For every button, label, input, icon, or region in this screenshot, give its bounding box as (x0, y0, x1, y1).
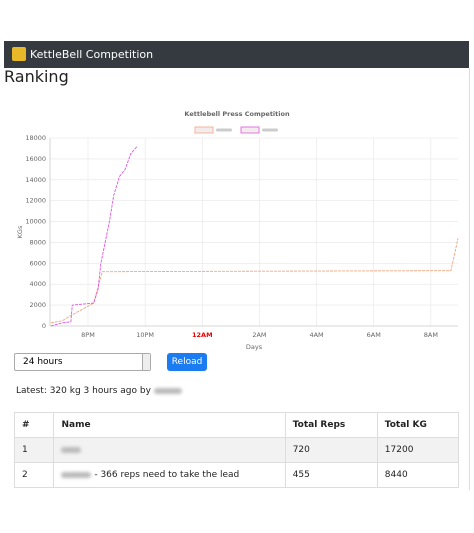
latest-line: Latest: 320 kg 3 hours ago by (16, 386, 182, 396)
header-row: # Name Total Reps Total KG (13, 412, 460, 438)
x-tick-label: 12AM (192, 331, 213, 339)
page-heading: Ranking (4, 67, 69, 86)
table-row: 2 - 366 reps need to take the lead 455 844… (13, 462, 460, 488)
x-tick-label: 10PM (136, 331, 154, 339)
name-cell: - 366 reps need to take the lead (53, 462, 286, 488)
ranking-table: # Name Total Reps Total KG 1 720 17200 2 - 366 … (13, 412, 460, 488)
name-cell (53, 437, 286, 463)
reps-cell: 720 (284, 437, 378, 463)
navbar: KettleBell Competition (4, 41, 469, 68)
lead-note: - 366 reps need to take the lead (94, 470, 240, 480)
y-tick-label: 2000 (29, 301, 46, 309)
legend-blurred-name (262, 128, 278, 132)
column-header: Total KG (376, 412, 460, 438)
navbar-title[interactable]: KettleBell Competition (30, 48, 154, 61)
table-row: 1 720 17200 (13, 437, 460, 463)
reps-cell: 455 (284, 462, 378, 488)
reload-button[interactable]: Reload (167, 353, 207, 371)
divider (469, 68, 470, 490)
y-tick-label: 18000 (25, 134, 46, 142)
y-tick-label: 12000 (25, 197, 46, 205)
rank-cell: 1 (13, 437, 55, 463)
chart-title: Kettlebell Press Competition (184, 110, 290, 118)
y-tick-label: 4000 (29, 280, 46, 288)
y-tick-label: 0 (42, 322, 46, 330)
column-header: Name (53, 412, 286, 438)
x-axis-label: Days (246, 343, 263, 351)
legend-swatch (240, 126, 260, 134)
x-tick-label: 8PM (81, 331, 95, 339)
legend-swatch (194, 126, 214, 134)
select-arrow (142, 354, 150, 370)
y-tick-label: 14000 (25, 176, 46, 184)
y-tick-label: 10000 (25, 218, 46, 226)
kg-cell: 8440 (376, 462, 460, 488)
y-tick-label: 8000 (29, 238, 46, 246)
blurred-name (61, 471, 92, 478)
series-line (50, 146, 138, 327)
blurred-name (153, 387, 182, 394)
series-line (50, 238, 459, 324)
x-tick-label: 4AM (309, 331, 323, 339)
rank-cell: 2 (13, 462, 55, 488)
y-tick-label: 16000 (25, 155, 46, 163)
blurred-name (61, 446, 82, 453)
x-tick-label: 8AM (424, 331, 438, 339)
range-select[interactable]: 24 hours (14, 353, 151, 371)
legend-blurred-name (216, 128, 232, 132)
column-header: Total Reps (284, 412, 378, 438)
kg-cell: 17200 (376, 437, 460, 463)
y-axis-label: KGs (16, 225, 24, 238)
chart: Kettlebell Press Competition Days KGs 0 2… (16, 110, 459, 351)
x-tick-label: 6AM (367, 331, 381, 339)
x-tick-label: 2AM (252, 331, 266, 339)
range-value: 24 hours (23, 357, 63, 367)
column-header: # (13, 412, 55, 438)
logo (12, 47, 26, 61)
y-tick-label: 6000 (29, 259, 46, 267)
latest-text: Latest: 320 kg 3 hours ago by (16, 386, 151, 396)
